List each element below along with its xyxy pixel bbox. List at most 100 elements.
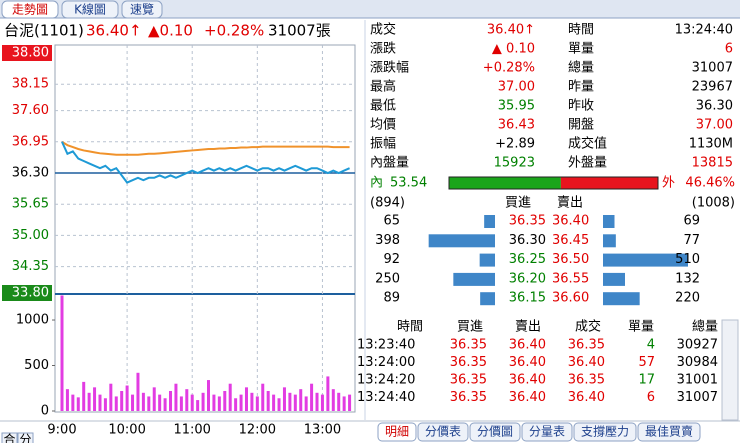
quote-label: 昨收 <box>568 99 594 114</box>
volume-bar <box>190 394 194 411</box>
y-tick-label: 35.65 <box>12 197 49 212</box>
y-tick-label: 37.60 <box>12 103 49 118</box>
y-tick-label: 35.00 <box>12 228 49 243</box>
bottom-tab[interactable] <box>469 422 521 442</box>
volume-bar <box>201 392 205 411</box>
volume-bar <box>152 387 156 411</box>
trade-header: 單量 <box>628 320 654 335</box>
volume-bar <box>228 383 232 411</box>
bottom-tab[interactable] <box>637 422 701 442</box>
volume-bar <box>326 376 330 411</box>
bottom-tab[interactable] <box>377 422 417 442</box>
volume-bar <box>82 381 86 411</box>
quote-label: 最低 <box>370 99 396 114</box>
ask-size: 69 <box>683 214 700 229</box>
ask-size: 77 <box>683 233 700 248</box>
volume-bar <box>239 394 243 411</box>
volume-bar <box>60 295 64 411</box>
trade-cell: 36.40 <box>509 390 546 405</box>
volume-bar <box>223 390 227 411</box>
quote-value: 36.30 <box>696 99 733 114</box>
tab-label: 走勢圖 <box>12 2 48 17</box>
volume-bar <box>71 394 75 411</box>
tab[interactable] <box>1 0 59 19</box>
quote-label: 振幅 <box>370 137 396 152</box>
tab[interactable] <box>121 0 163 19</box>
y-tick-label: 36.95 <box>12 134 49 149</box>
volume-bar <box>98 394 102 411</box>
trade-header: 成交 <box>575 319 601 335</box>
quote-value: 31007 <box>692 61 733 76</box>
bid-price: 36.35 <box>509 214 546 229</box>
volume-bar <box>310 383 314 411</box>
volume-bar <box>293 394 297 411</box>
corner-button[interactable] <box>1 432 18 443</box>
quote-value: 35.95 <box>498 99 535 114</box>
trade-cell: 31001 <box>677 373 718 388</box>
bid-bar <box>453 272 495 286</box>
corner-button[interactable] <box>17 432 34 443</box>
price-line <box>61 141 350 184</box>
trade-cell: 30927 <box>677 338 718 353</box>
bottom-tab[interactable] <box>573 422 637 442</box>
volume-bar <box>250 392 254 411</box>
ratio-value: 46.46% <box>685 176 735 191</box>
quote-label: 時間 <box>568 23 594 38</box>
volume-bar <box>87 392 91 411</box>
header-change: ▲0.10 <box>148 22 193 40</box>
quote-value: 6 <box>725 42 733 57</box>
volume-bar <box>282 387 286 411</box>
y-tick-label: 38.80 <box>12 46 49 61</box>
ask-price: 36.50 <box>552 252 589 267</box>
volume-bar <box>348 394 352 411</box>
volume-bar <box>136 372 140 411</box>
scrollbar[interactable] <box>721 319 739 421</box>
volume-bar <box>272 394 276 411</box>
volume-bar <box>147 396 151 411</box>
volume-bar <box>277 398 281 411</box>
quote-value: 37.00 <box>696 118 733 133</box>
bottom-tab[interactable] <box>521 422 573 442</box>
bid-price: 36.20 <box>509 271 546 286</box>
volume-bar <box>185 389 189 411</box>
bid-bar <box>479 253 495 267</box>
bottom-tab-label: 明細 <box>385 425 409 439</box>
bottom-tab[interactable] <box>417 422 469 442</box>
bottom-tab-label: 最佳買賣 <box>645 424 693 439</box>
bid-bar <box>484 215 495 228</box>
trade-cell: 36.35 <box>450 355 487 370</box>
trade-cell: 36.40 <box>509 373 546 388</box>
quote-value: ▲ 0.10 <box>492 42 535 57</box>
volume-bar <box>234 398 238 411</box>
header-volume: 31007張 <box>268 22 331 40</box>
volume-bar <box>244 387 248 411</box>
volume-bar <box>109 383 113 411</box>
price-line <box>61 140 350 156</box>
quote-value: 36.40↑ <box>487 23 535 38</box>
volume-bar <box>299 389 303 411</box>
quote-value: 37.00 <box>498 80 535 95</box>
trade-cell: 36.40 <box>568 355 605 370</box>
trade-cell: 30984 <box>677 355 718 370</box>
trade-cell: 36.35 <box>568 338 605 353</box>
x-tick-label: 13:00 <box>304 423 341 438</box>
volume-bar <box>179 396 183 411</box>
quote-value: 15923 <box>494 156 535 171</box>
quote-label: 成交 <box>370 22 396 38</box>
volume-tick-label: 0 <box>41 404 49 419</box>
book-total: (1008) <box>692 196 735 211</box>
volume-bar <box>141 392 145 411</box>
volume-bar <box>131 394 135 411</box>
volume-bar <box>169 390 173 411</box>
trade-cell: 36.40 <box>568 390 605 405</box>
ratio-frame <box>448 176 659 190</box>
x-tick-label: 12:00 <box>239 423 276 438</box>
trade-cell: 36.40 <box>509 338 546 353</box>
bid-size: 65 <box>383 214 400 229</box>
trade-cell: 4 <box>647 338 655 353</box>
volume-bar <box>255 396 259 411</box>
quote-label: 成交值 <box>568 136 607 152</box>
tab-strip <box>0 0 740 18</box>
tab[interactable] <box>61 0 119 19</box>
quote-value: 23967 <box>692 80 733 95</box>
